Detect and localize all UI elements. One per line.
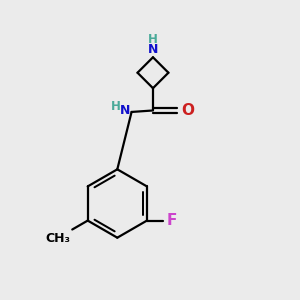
Text: H: H bbox=[111, 100, 121, 113]
Text: O: O bbox=[181, 103, 194, 118]
Text: CH₃: CH₃ bbox=[45, 232, 70, 245]
Text: N: N bbox=[119, 104, 130, 117]
Text: N: N bbox=[148, 43, 158, 56]
Text: F: F bbox=[166, 213, 177, 228]
Text: H: H bbox=[148, 33, 158, 46]
